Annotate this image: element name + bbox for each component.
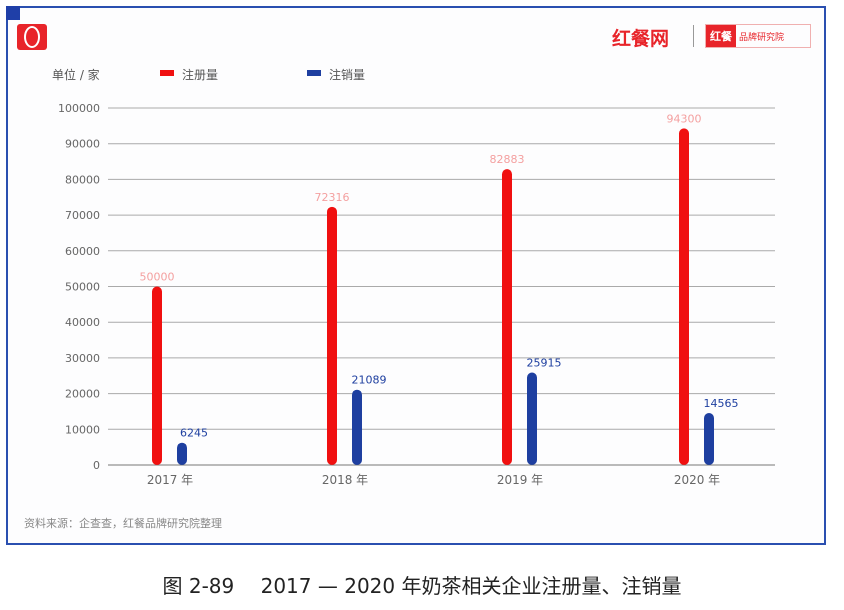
data-label: 21089 bbox=[352, 374, 387, 387]
y-tick-label: 30000 bbox=[65, 352, 100, 365]
y-tick-label: 40000 bbox=[65, 316, 100, 329]
bar-registered bbox=[679, 128, 689, 465]
data-label: 72316 bbox=[315, 191, 350, 204]
y-tick-label: 70000 bbox=[65, 209, 100, 222]
bar-cancelled bbox=[704, 413, 714, 465]
bar-registered bbox=[327, 206, 337, 465]
brand-sub-logo: 红餐 品牌研究院 bbox=[705, 24, 811, 48]
data-label: 50000 bbox=[140, 271, 175, 284]
x-tick-label: 2019 年 bbox=[497, 473, 543, 487]
source-note: 资料来源：企查查，红餐品牌研究院整理 bbox=[24, 517, 222, 530]
y-tick-label: 60000 bbox=[65, 245, 100, 258]
bar-registered bbox=[502, 169, 512, 465]
data-label: 82883 bbox=[490, 153, 525, 166]
data-label: 6245 bbox=[180, 427, 208, 440]
brand-sub-mark: 红餐 bbox=[706, 25, 736, 47]
bar-cancelled bbox=[527, 372, 537, 465]
y-tick-label: 50000 bbox=[65, 281, 100, 294]
figure-caption: 图 2-89 2017 — 2020 年奶茶相关企业注册量、注销量 bbox=[162, 574, 682, 598]
corner-mark bbox=[6, 6, 20, 20]
y-tick-label: 0 bbox=[93, 459, 100, 472]
y-tick-label: 90000 bbox=[65, 138, 100, 151]
unit-label: 单位 / 家 bbox=[52, 68, 100, 82]
y-tick-label: 100000 bbox=[58, 102, 100, 115]
bar-cancelled bbox=[352, 389, 362, 465]
bar-registered bbox=[152, 286, 162, 465]
bar-cancelled bbox=[177, 442, 187, 465]
brand-divider bbox=[693, 25, 694, 47]
y-tick-label: 20000 bbox=[65, 388, 100, 401]
brand-logo-icon bbox=[17, 24, 47, 50]
x-tick-label: 2018 年 bbox=[322, 473, 368, 487]
y-tick-label: 10000 bbox=[65, 423, 100, 436]
legend-swatch-cancelled bbox=[307, 70, 321, 76]
legend-label-registered: 注册量 bbox=[182, 68, 219, 82]
data-label: 94300 bbox=[667, 112, 702, 125]
data-label: 14565 bbox=[704, 397, 739, 410]
data-label: 25915 bbox=[527, 356, 562, 369]
x-tick-label: 2020 年 bbox=[674, 473, 720, 487]
x-tick-label: 2017 年 bbox=[147, 473, 193, 487]
legend-label-cancelled: 注销量 bbox=[329, 68, 366, 82]
y-tick-label: 80000 bbox=[65, 173, 100, 186]
legend-swatch-registered bbox=[160, 70, 174, 76]
chart-frame bbox=[6, 6, 826, 545]
brand-name: 红餐网 bbox=[612, 28, 670, 50]
brand-sub-text: 品牌研究院 bbox=[739, 32, 785, 43]
